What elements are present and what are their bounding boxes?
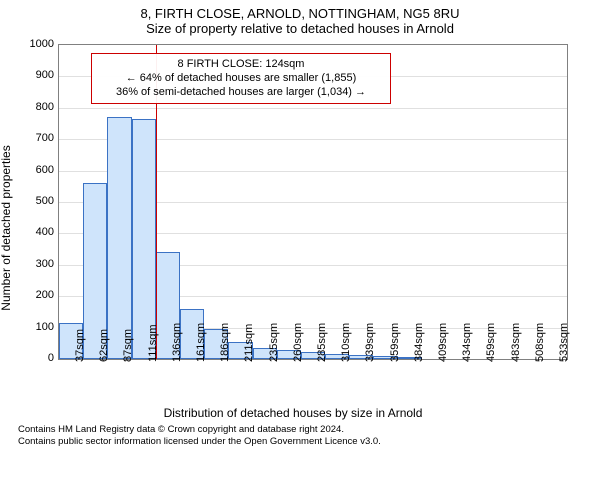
y-tick-label: 1000 [14,38,54,50]
x-ticks: 37sqm62sqm87sqm111sqm136sqm161sqm186sqm2… [58,360,568,410]
y-tick-label: 0 [14,352,54,364]
callout-line-2: ← 64% of detached houses are smaller (1,… [98,72,384,86]
x-tick-label: 483sqm [510,323,522,362]
y-tick-label: 600 [14,164,54,176]
x-tick-label: 434sqm [461,323,473,362]
x-tick-label: 211sqm [243,324,255,362]
x-tick-label: 310sqm [340,323,352,362]
y-tick-label: 400 [14,226,54,238]
plot-wrap: Number of detached properties 0100200300… [12,38,574,418]
callout-line-3: 36% of semi-detached houses are larger (… [98,86,384,100]
footer: Contains HM Land Registry data © Crown c… [18,424,588,448]
y-tick-label: 100 [14,321,54,333]
plot-area: 8 FIRTH CLOSE: 124sqm ← 64% of detached … [58,44,568,360]
x-tick-label: 508sqm [534,323,546,362]
x-tick-label: 359sqm [389,323,401,362]
y-tick-label: 300 [14,258,54,270]
y-tick-label: 900 [14,69,54,81]
x-tick-label: 285sqm [316,323,328,362]
chart-title-2: Size of property relative to detached ho… [0,21,600,36]
bar [132,119,156,359]
footer-line-1: Contains HM Land Registry data © Crown c… [18,424,588,436]
x-tick-label: 136sqm [171,323,183,362]
x-tick-label: 87sqm [122,329,134,362]
x-tick-label: 533sqm [558,323,570,362]
x-tick-label: 111sqm [147,324,159,362]
x-tick-label: 260sqm [292,323,304,362]
x-tick-label: 339sqm [364,323,376,362]
y-tick-label: 700 [14,132,54,144]
x-tick-label: 409sqm [437,323,449,362]
callout-box: 8 FIRTH CLOSE: 124sqm ← 64% of detached … [91,53,391,104]
x-tick-label: 37sqm [74,329,86,362]
x-tick-label: 459sqm [485,323,497,362]
y-tick-label: 200 [14,289,54,301]
x-tick-label: 235sqm [268,323,280,362]
footer-line-2: Contains public sector information licen… [18,436,588,448]
y-tick-label: 800 [14,101,54,113]
x-tick-label: 62sqm [98,329,110,362]
x-tick-label: 186sqm [219,323,231,362]
y-tick-label: 500 [14,195,54,207]
x-axis-label: Distribution of detached houses by size … [12,406,574,420]
chart-title-1: 8, FIRTH CLOSE, ARNOLD, NOTTINGHAM, NG5 … [0,6,600,21]
y-ticks: 01002003004005006007008009001000 [12,44,54,360]
x-tick-label: 161sqm [195,323,207,362]
x-tick-label: 384sqm [413,323,425,362]
bar [107,117,131,359]
callout-line-1: 8 FIRTH CLOSE: 124sqm [98,58,384,72]
